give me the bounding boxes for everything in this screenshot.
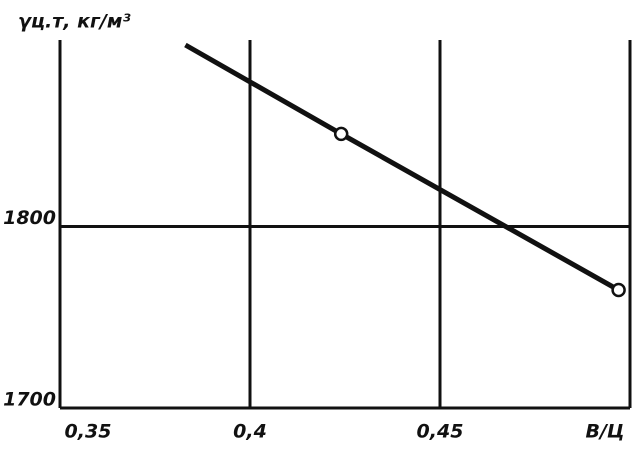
y-axis-label: γц.т, кг/м³ xyxy=(18,11,131,33)
data-point xyxy=(611,282,626,298)
x-tick-label: 0,35 xyxy=(65,421,112,443)
y-tick-label: 1700 xyxy=(3,389,56,411)
data-point xyxy=(333,126,349,142)
x-tick-label: 0,4 xyxy=(233,421,267,443)
y-tick-label: 1800 xyxy=(3,207,56,229)
x-axis-label: В/Ц xyxy=(585,421,624,443)
x-tick-label: 0,45 xyxy=(417,421,464,443)
